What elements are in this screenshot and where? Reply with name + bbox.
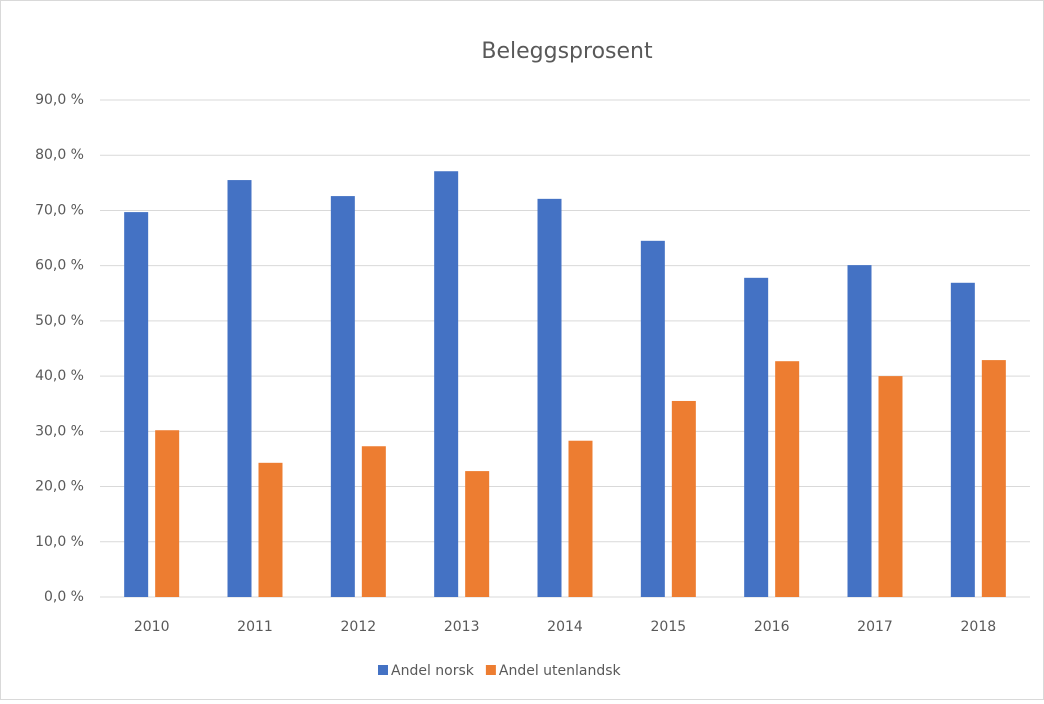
bar (950, 282, 975, 597)
bar (981, 360, 1006, 597)
x-tick-label: 2017 (857, 619, 893, 635)
bar (227, 180, 252, 598)
bar (744, 277, 769, 597)
bar (258, 462, 283, 597)
x-tick-label: 2014 (547, 619, 583, 635)
bar (568, 440, 593, 597)
bar (124, 212, 149, 597)
y-tick-label: 20,0 % (35, 479, 84, 495)
y-tick-label: 10,0 % (35, 534, 84, 550)
x-tick-label: 2015 (651, 619, 687, 635)
y-tick-label: 90,0 % (35, 92, 84, 108)
bar (155, 430, 180, 597)
y-tick-label: 30,0 % (35, 423, 84, 439)
y-tick-label: 50,0 % (35, 313, 84, 329)
y-tick-label: 80,0 % (35, 147, 84, 163)
y-tick-label: 70,0 % (35, 202, 84, 218)
legend-swatch (378, 665, 388, 675)
bar (434, 171, 459, 597)
x-tick-label: 2013 (444, 619, 480, 635)
bar (847, 265, 872, 597)
legend-label: Andel norsk (391, 663, 475, 679)
y-tick-label: 40,0 % (35, 368, 84, 384)
bar (330, 196, 355, 597)
bar (361, 446, 386, 597)
y-tick-label: 60,0 % (35, 258, 84, 274)
x-tick-label: 2011 (237, 619, 273, 635)
bar (537, 198, 562, 597)
x-tick-label: 2018 (961, 619, 997, 635)
legend-label: Andel utenlandsk (499, 663, 622, 679)
x-tick-label: 2010 (134, 619, 170, 635)
chart-title: Beleggsprosent (481, 39, 653, 64)
x-tick-label: 2016 (754, 619, 790, 635)
y-tick-label: 0,0 % (44, 589, 84, 605)
bar (640, 240, 665, 598)
bar (671, 400, 696, 597)
x-tick-label: 2012 (341, 619, 377, 635)
bar (878, 376, 903, 597)
bar (465, 471, 490, 597)
bar (775, 361, 800, 597)
legend-swatch (485, 665, 496, 675)
